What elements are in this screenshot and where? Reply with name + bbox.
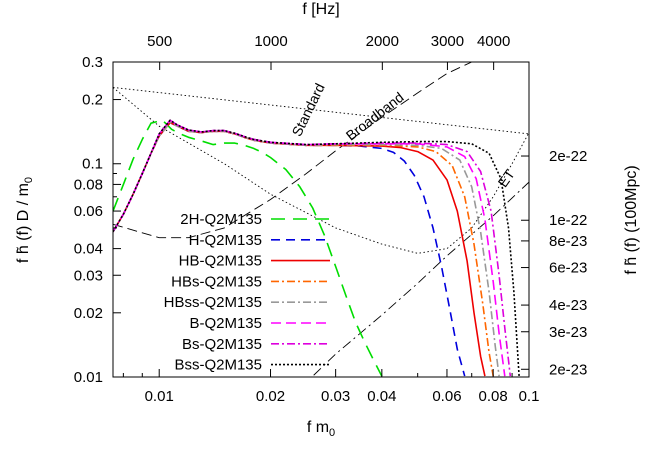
- x-tick-label-bottom: 0.06: [432, 388, 461, 405]
- series-line-hb-q2m135: [113, 121, 486, 377]
- y-tick-label-left: 0.04: [74, 241, 103, 258]
- axes: 0.01 0.02 0.03 0.04 0.06 0.08 0.1 500 1000 2000 30…: [74, 33, 588, 405]
- series-line-hbs-q2m135: [113, 121, 494, 377]
- noise-label-broadband: Broadband: [343, 89, 407, 144]
- y-axis-label-left: f h̃ (f) D / m0: [15, 177, 35, 263]
- y-tick-label-left: 0.02: [74, 305, 103, 322]
- x-tick-label-top: 2000: [366, 33, 399, 50]
- y-tick-label-left: 0.03: [74, 267, 103, 284]
- plot-frame: [112, 61, 530, 378]
- x-tick-label-top: 3000: [431, 33, 464, 50]
- y-tick-label-left: 0.2: [82, 92, 103, 109]
- legend-label: Bs-Q2M135: [182, 336, 262, 353]
- y-tick-label-left: 0.06: [74, 203, 103, 220]
- y-tick-label-left: 0.1: [82, 156, 103, 173]
- series-line-bs-q2m135: [113, 119, 512, 377]
- noise-curves: [113, 62, 529, 377]
- series-lines: [113, 119, 520, 377]
- y-tick-label-left: 0.01: [74, 369, 103, 386]
- y-axis-label-right: f h̃ (f) (100Mpc): [623, 165, 640, 274]
- legend-label: H-Q2M135: [189, 232, 262, 249]
- y-tick-label-right: 8e-23: [549, 233, 587, 250]
- noise-curve-standard: [113, 87, 529, 254]
- y-tick-label-left: 0.08: [74, 176, 103, 193]
- x-tick-label-bottom: 0.04: [367, 388, 396, 405]
- x-tick-label-top: 4000: [477, 33, 510, 50]
- noise-curve-broadband: [113, 62, 472, 239]
- y-tick-label-right: 2e-22: [549, 148, 587, 165]
- legend-label: 2H-Q2M135: [180, 211, 262, 228]
- series-line-b-q2m135: [113, 119, 506, 377]
- series-line-hbss-q2m135: [113, 121, 500, 377]
- legend-label: HB-Q2M135: [179, 253, 262, 270]
- legend-label: HBs-Q2M135: [171, 273, 262, 290]
- annotations: Standard Broadband ET: [289, 81, 519, 190]
- y-tick-label-right: 2e-23: [549, 361, 587, 378]
- noise-curve-flat: [113, 86, 529, 135]
- x-tick-label-bottom: 0.01: [145, 388, 174, 405]
- x-tick-label-bottom: 0.08: [479, 388, 508, 405]
- series-line-h-q2m135: [113, 121, 466, 377]
- legend-label: B-Q2M135: [189, 315, 262, 332]
- noise-label-et: ET: [495, 166, 519, 190]
- y-tick-label-right: 1e-22: [549, 212, 587, 229]
- y-tick-label-left: 0.3: [82, 54, 103, 71]
- x-axis-label-bottom: f m0: [307, 419, 335, 439]
- series-line-2h-q2m135: [113, 119, 383, 377]
- noise-label-standard: Standard: [289, 81, 328, 139]
- legend-label: Bss-Q2M135: [174, 357, 262, 374]
- x-axis-label-top: f [Hz]: [302, 1, 339, 18]
- y-tick-label-right: 4e-23: [549, 297, 587, 314]
- x-tick-label-bottom: 0.03: [321, 388, 350, 405]
- noise-curve-et: [311, 181, 529, 377]
- x-tick-label-top: 1000: [254, 33, 287, 50]
- legend: 2H-Q2M135 H-Q2M135 HB-Q2M135 HBs-Q2M135 HBss…: [164, 211, 330, 374]
- x-tick-label-bottom: 0.02: [256, 388, 285, 405]
- x-tick-label-top: 500: [147, 33, 172, 50]
- legend-label: HBss-Q2M135: [164, 294, 262, 311]
- x-tick-label-bottom: 0.1: [519, 388, 540, 405]
- y-tick-label-right: 3e-23: [549, 324, 587, 341]
- series-line-bss-q2m135: [113, 119, 520, 377]
- y-tick-label-right: 6e-23: [549, 260, 587, 277]
